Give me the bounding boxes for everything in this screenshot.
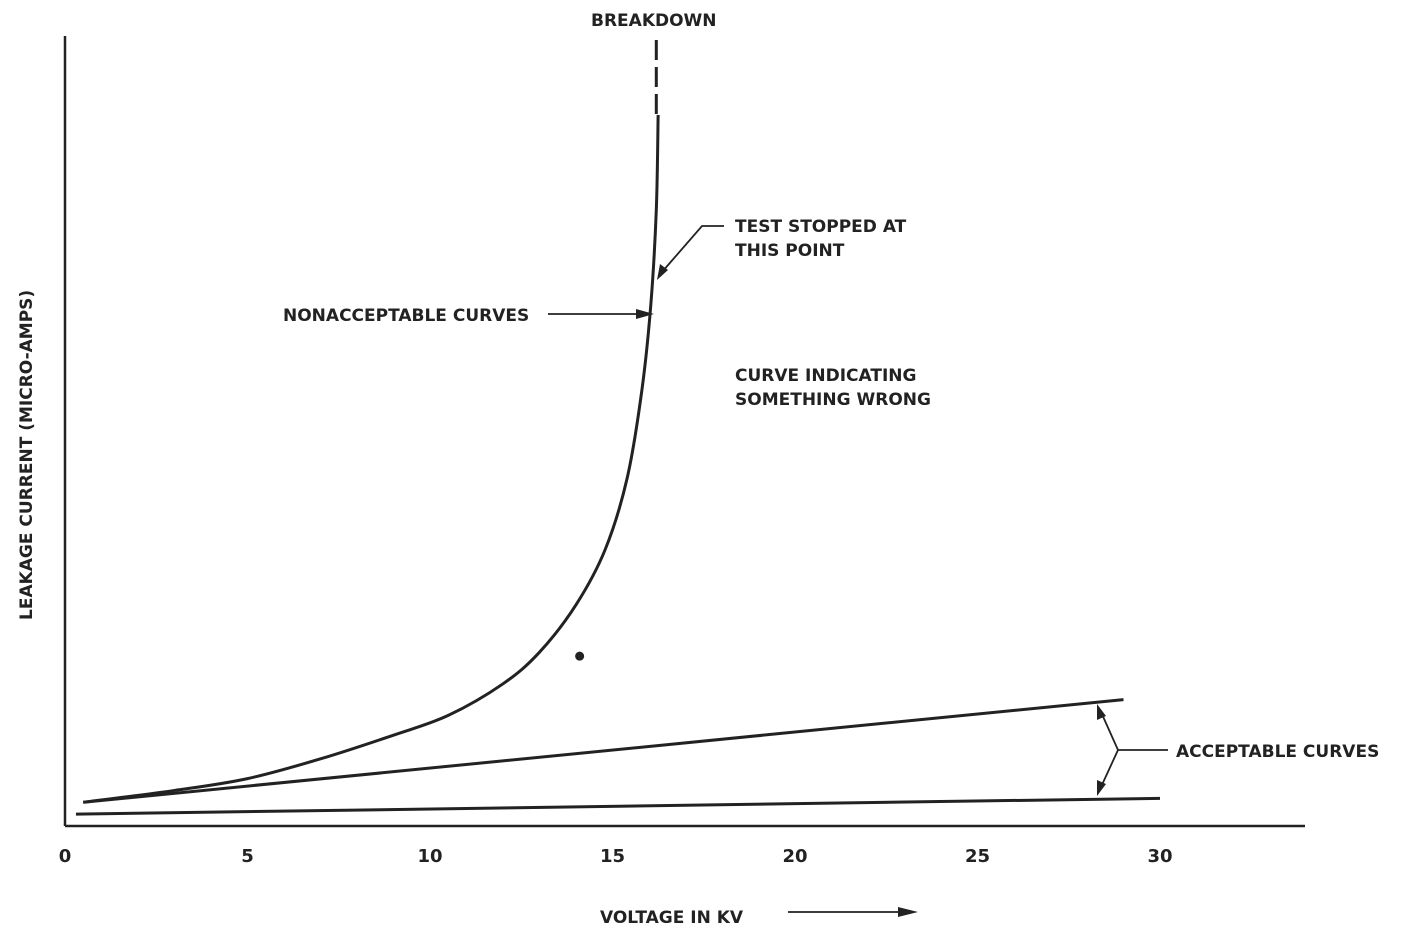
nonacceptable-label: NONACCEPTABLE CURVES: [283, 306, 529, 326]
y-axis-label: LEAKAGE CURRENT (MICRO-AMPS): [17, 290, 37, 620]
test-stopped-label-line2: THIS POINT: [735, 241, 845, 261]
nonacceptable-curve-1: [83, 114, 660, 804]
x-tick-label: 20: [782, 846, 807, 867]
series-group: [75, 114, 1161, 816]
test-stopped-arrow: [657, 225, 724, 280]
x-tick-label: 5: [241, 846, 254, 867]
x-tick-label: 25: [965, 846, 990, 867]
something-wrong-label-line1: CURVE INDICATING: [735, 366, 916, 386]
x-tick-label: 30: [1147, 846, 1172, 867]
x-axis-label: VOLTAGE IN KV: [600, 908, 744, 928]
acceptable-curve-3: [75, 796, 1161, 816]
x-axis-arrow: [788, 907, 918, 917]
breakdown-label: BREAKDOWN: [591, 11, 717, 31]
test-stopped-label-line1: TEST STOPPED AT: [735, 217, 907, 237]
nonacceptable-arrow: [548, 309, 654, 319]
x-tick-label: 0: [59, 846, 72, 867]
x-tick-label: 10: [417, 846, 442, 867]
curve-marker-dot: [575, 651, 585, 661]
acceptable-curve-2: [83, 698, 1124, 804]
acceptable-bracket: [1097, 704, 1168, 796]
x-tick-labels: 0 5 10 15 20 25 30: [59, 846, 1173, 867]
x-tick-label: 15: [600, 846, 625, 867]
acceptable-label: ACCEPTABLE CURVES: [1176, 742, 1379, 762]
something-wrong-label-line2: SOMETHING WRONG: [735, 390, 931, 410]
